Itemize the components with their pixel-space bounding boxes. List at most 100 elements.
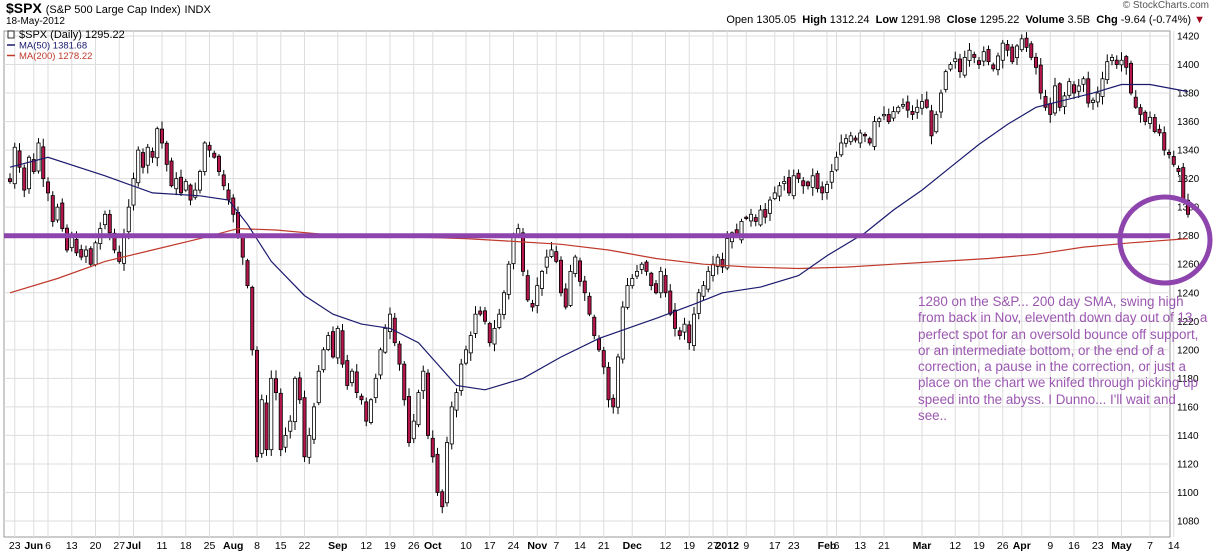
- candle-body: [506, 263, 511, 295]
- candle-body: [193, 189, 198, 198]
- candle: [620, 301, 625, 364]
- candle-body: [254, 349, 259, 458]
- candle-body: [943, 71, 948, 90]
- candle-body: [307, 435, 312, 458]
- candle-body: [582, 280, 587, 294]
- y-tick-label: 1080: [1177, 517, 1200, 528]
- candle-body: [174, 178, 179, 190]
- candle: [392, 312, 397, 347]
- candle: [606, 362, 611, 408]
- candle-body: [701, 285, 706, 297]
- candle: [145, 143, 150, 174]
- candle-body: [1048, 103, 1053, 115]
- candle: [1100, 71, 1105, 105]
- candle-body: [810, 175, 815, 188]
- candle: [958, 53, 963, 78]
- candle: [17, 143, 22, 173]
- candle-body: [1029, 43, 1034, 58]
- x-tick-label: 7: [553, 540, 559, 552]
- y-tick-label: 1100: [1177, 488, 1199, 499]
- candle-body: [183, 181, 188, 191]
- candle: [321, 347, 326, 373]
- candle-body: [1081, 78, 1086, 85]
- candle: [193, 182, 198, 200]
- candle: [753, 214, 758, 227]
- candle: [60, 198, 65, 232]
- candle: [88, 246, 93, 268]
- candle-body: [1091, 99, 1096, 103]
- candle-body: [202, 142, 207, 173]
- candle: [297, 371, 302, 404]
- candle: [288, 415, 293, 439]
- candle: [1176, 165, 1181, 175]
- candle-body: [155, 128, 160, 159]
- candle-body: [844, 138, 849, 144]
- candle: [834, 151, 839, 172]
- candle: [245, 258, 250, 289]
- candle: [368, 398, 373, 425]
- candle: [1034, 52, 1039, 75]
- candle-body: [962, 56, 967, 76]
- candle-body: [886, 114, 891, 122]
- candle-body: [924, 99, 929, 108]
- candle-body: [373, 377, 378, 399]
- candle-body: [345, 360, 350, 386]
- x-tick-label: 12: [360, 540, 372, 552]
- candle: [1105, 54, 1110, 85]
- legend-entry: MA(50) 1381.68: [19, 41, 87, 52]
- candle: [996, 52, 1001, 76]
- x-tick-label: Mar: [913, 540, 932, 552]
- candle: [292, 376, 297, 431]
- candle-body: [782, 181, 787, 184]
- x-tick-label: 14: [574, 540, 586, 552]
- candle: [896, 105, 901, 115]
- candle-body: [753, 217, 758, 222]
- candle-body: [326, 335, 331, 350]
- candle-body: [511, 235, 516, 265]
- candle-body: [397, 343, 402, 365]
- candle-body: [359, 395, 364, 401]
- candle-body: [36, 142, 41, 172]
- x-tick-label: 24: [508, 540, 520, 552]
- x-tick-label: Apr: [1013, 540, 1031, 552]
- high-value: 1312.24: [829, 14, 870, 26]
- candle-body: [777, 185, 782, 197]
- candle-body: [501, 292, 506, 315]
- x-tick-label: Dec: [623, 540, 642, 552]
- candle-body: [41, 146, 46, 180]
- candle: [882, 106, 887, 121]
- y-tick-label: 1380: [1177, 89, 1200, 100]
- candle-body: [540, 270, 545, 289]
- x-tick-label: Sep: [328, 540, 347, 552]
- candle: [768, 196, 773, 222]
- candle: [829, 164, 834, 189]
- candle: [7, 173, 12, 184]
- candle-body: [905, 101, 910, 111]
- candle-body: [687, 324, 692, 344]
- candle: [473, 306, 478, 339]
- x-tick-label: 18: [180, 540, 192, 552]
- candle: [901, 98, 906, 109]
- candle-body: [383, 328, 388, 353]
- candle-body: [1019, 38, 1024, 51]
- candle-body: [402, 363, 407, 401]
- candle: [1152, 113, 1157, 134]
- candle-body: [706, 270, 711, 290]
- candle: [948, 62, 953, 72]
- x-tick-label: 20: [90, 540, 102, 552]
- candle: [459, 358, 464, 396]
- candle-body: [93, 242, 98, 266]
- candle-body: [50, 195, 55, 222]
- candle-body: [1034, 56, 1039, 68]
- candle: [782, 175, 787, 191]
- candle: [563, 283, 568, 310]
- candle-body: [55, 206, 60, 221]
- candle-body: [26, 156, 31, 190]
- candle: [525, 269, 530, 303]
- candle-body: [829, 171, 834, 183]
- candle-body: [663, 275, 668, 294]
- candle-body: [972, 54, 977, 58]
- candle: [592, 314, 597, 340]
- candle-body: [877, 118, 882, 122]
